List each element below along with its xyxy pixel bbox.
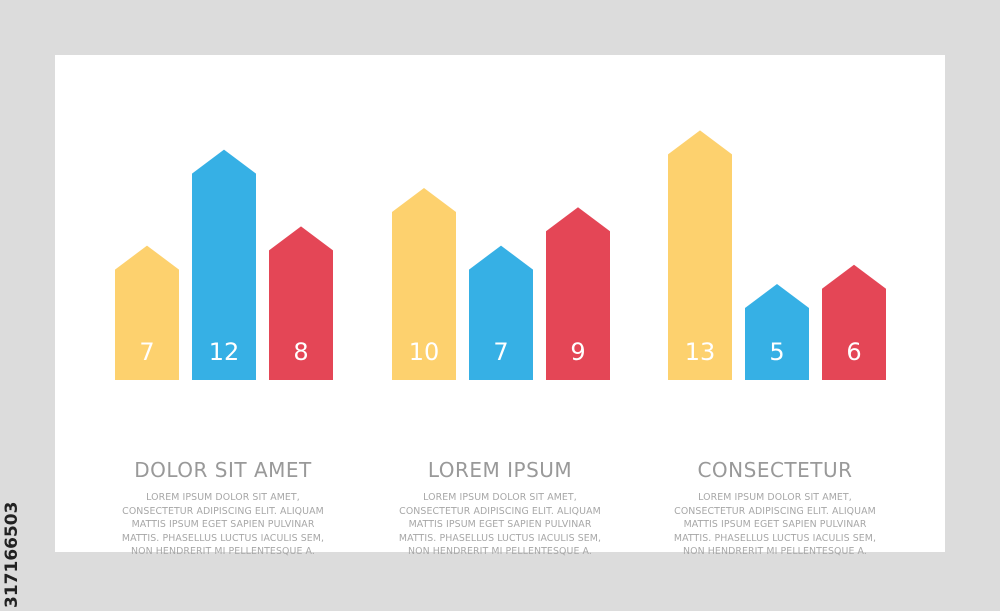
group-title: LOREM IPSUM bbox=[427, 458, 573, 482]
description-line: CONSECTETUR ADIPISCING ELIT. ALIQUAM bbox=[399, 505, 601, 517]
bar-value-label: 12 bbox=[209, 338, 240, 366]
bar-value-label: 10 bbox=[409, 338, 440, 366]
group-title: CONSECTETUR bbox=[697, 458, 853, 482]
description-line: NON HENDRERIT MI PELLENTESQUE A. bbox=[408, 546, 592, 558]
bar-value-label: 6 bbox=[846, 338, 861, 366]
bar bbox=[745, 284, 809, 380]
group-text-dolor: DOLOR SIT AMET LOREM IPSUM DOLOR SIT AME… bbox=[93, 455, 353, 559]
description-line: LOREM IPSUM DOLOR SIT AMET, bbox=[698, 492, 852, 503]
description-line: NON HENDRERIT MI PELLENTESQUE A. bbox=[131, 546, 315, 558]
bar-group-3: 13 5 6 bbox=[668, 130, 886, 380]
group-text-lorem: LOREM IPSUM LOREM IPSUM DOLOR SIT AMET, … bbox=[370, 455, 630, 559]
bar bbox=[192, 149, 256, 380]
bar bbox=[269, 226, 333, 380]
description-line: NON HENDRERIT MI PELLENTESQUE A. bbox=[683, 546, 867, 558]
bar bbox=[546, 207, 610, 380]
bar-charts: 7 12 8 10 7 9 13 5 6 bbox=[115, 130, 886, 380]
bar-value-label: 5 bbox=[769, 338, 784, 366]
group-description: LOREM IPSUM DOLOR SIT AMET, CONSECTETUR … bbox=[370, 491, 630, 559]
bar-value-label: 7 bbox=[493, 338, 508, 366]
stock-id-watermark: 317166503 bbox=[2, 380, 24, 610]
bar bbox=[392, 188, 456, 380]
group-description: LOREM IPSUM DOLOR SIT AMET, CONSECTETUR … bbox=[645, 491, 905, 559]
bar-value-label: 8 bbox=[293, 338, 308, 366]
bar-group-1: 7 12 8 bbox=[115, 149, 333, 380]
group-title: DOLOR SIT AMET bbox=[134, 458, 312, 482]
group-description: LOREM IPSUM DOLOR SIT AMET, CONSECTETUR … bbox=[93, 491, 353, 559]
description-line: MATTIS IPSUM EGET SAPIEN PULVINAR bbox=[683, 519, 867, 531]
description-line: MATTIS. PHASELLUS LUCTUS IACULIS SEM, bbox=[398, 532, 602, 544]
bar-value-label: 13 bbox=[685, 338, 716, 366]
bar-group-2: 10 7 9 bbox=[392, 188, 610, 380]
bar bbox=[822, 264, 886, 380]
description-line: CONSECTETUR ADIPISCING ELIT. ALIQUAM bbox=[122, 505, 324, 517]
description-line: CONSECTETUR ADIPISCING ELIT. ALIQUAM bbox=[674, 505, 876, 517]
group-text-consectetur: CONSECTETUR LOREM IPSUM DOLOR SIT AMET, … bbox=[645, 455, 905, 559]
description-line: MATTIS IPSUM EGET SAPIEN PULVINAR bbox=[131, 519, 315, 531]
stock-id-text: 317166503 bbox=[2, 501, 22, 608]
infographic-card: 7 12 8 10 7 9 13 5 6 DOLOR SIT AMET LOREM IPSUM … bbox=[55, 55, 945, 557]
bar bbox=[115, 245, 179, 380]
description-line: LOREM IPSUM DOLOR SIT AMET, bbox=[423, 492, 577, 503]
description-line: MATTIS. PHASELLUS LUCTUS IACULIS SEM, bbox=[121, 532, 325, 544]
description-line: LOREM IPSUM DOLOR SIT AMET, bbox=[146, 492, 300, 503]
bar bbox=[469, 245, 533, 380]
bar-value-label: 7 bbox=[139, 338, 154, 366]
description-line: MATTIS. PHASELLUS LUCTUS IACULIS SEM, bbox=[673, 532, 877, 544]
bar bbox=[668, 130, 732, 380]
bar-value-label: 9 bbox=[570, 338, 585, 366]
description-line: MATTIS IPSUM EGET SAPIEN PULVINAR bbox=[408, 519, 592, 531]
